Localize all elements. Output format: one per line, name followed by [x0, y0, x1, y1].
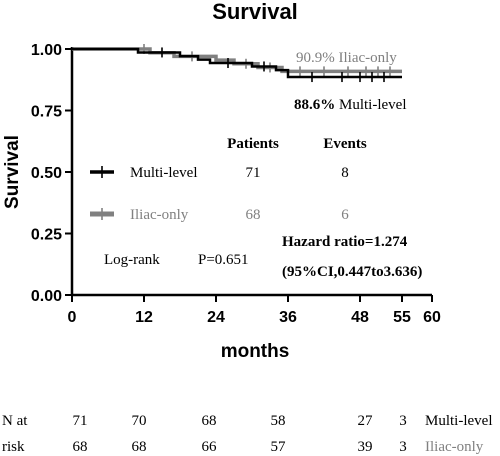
- x-tick-label: 60: [423, 309, 441, 326]
- legend-label: Iliac-only: [130, 207, 189, 223]
- risk-count: 70: [132, 413, 147, 429]
- x-tick-label: 12: [135, 309, 153, 326]
- y-tick-label: 0.00: [31, 288, 62, 305]
- iliac-final-label: 90.9% Iliac-only: [296, 50, 397, 66]
- x-tick-label: 55: [393, 309, 411, 326]
- p-value: P=0.651: [198, 252, 249, 268]
- x-tick-label: 48: [351, 309, 369, 326]
- legend-patients: 71: [246, 165, 261, 181]
- risk-table: N at risk 71 70 68 58 27 3 Multi-level 68 68 66 57 39…: [2, 413, 493, 455]
- legend-patients: 68: [246, 207, 261, 223]
- multi-final-value: 88.6%: [294, 97, 335, 113]
- y-axis-title: Survival: [2, 135, 23, 209]
- x-axis-title: months: [221, 341, 290, 362]
- annotations: 90.9% Iliac-only 88.6% Multi-level Patient…: [90, 50, 422, 280]
- x-tick-label: 24: [207, 309, 225, 326]
- risk-row-name: Multi-level: [425, 413, 493, 429]
- risk-label-line2: risk: [2, 439, 25, 455]
- risk-label-line1: N at: [2, 413, 28, 429]
- multi-final-label: 88.6% Multi-level: [294, 97, 407, 113]
- risk-count: 58: [271, 413, 286, 429]
- legend-events: 8: [341, 165, 349, 181]
- risk-row-name: Iliac-only: [425, 439, 484, 455]
- risk-count: 68: [73, 439, 88, 455]
- patients-header: Patients: [227, 136, 279, 152]
- chart-title: Survival: [212, 0, 298, 24]
- risk-count: 57: [271, 439, 287, 455]
- risk-count: 27: [358, 413, 374, 429]
- risk-count: 39: [358, 439, 373, 455]
- x-tick-label: 36: [279, 309, 297, 326]
- risk-count: 68: [202, 413, 217, 429]
- risk-count: 3: [399, 413, 407, 429]
- risk-count: 66: [202, 439, 218, 455]
- legend-events: 6: [341, 207, 349, 223]
- multi-final-name: Multi-level: [335, 97, 406, 113]
- logrank-label: Log-rank: [104, 252, 160, 268]
- risk-count: 68: [132, 439, 147, 455]
- survival-curves: [72, 44, 402, 83]
- hazard-ratio: Hazard ratio=1.274: [282, 234, 408, 250]
- confidence-interval: (95%CI,0.447to3.636): [282, 264, 422, 280]
- y-tick-label: 1.00: [31, 42, 62, 59]
- y-tick-label: 0.25: [31, 227, 62, 244]
- y-tick-label: 0.50: [31, 165, 62, 182]
- legend-label: Multi-level: [130, 165, 198, 181]
- events-header: Events: [323, 136, 367, 152]
- x-tick-label: 0: [68, 309, 77, 326]
- axes: 0.00 0.25 0.50 0.75 1.00 0 12 24 36 48 55 60: [31, 42, 441, 326]
- survival-line-multi-level: [72, 47, 402, 79]
- risk-count: 3: [399, 439, 407, 455]
- y-tick-label: 0.75: [31, 104, 62, 121]
- risk-count: 71: [73, 413, 88, 429]
